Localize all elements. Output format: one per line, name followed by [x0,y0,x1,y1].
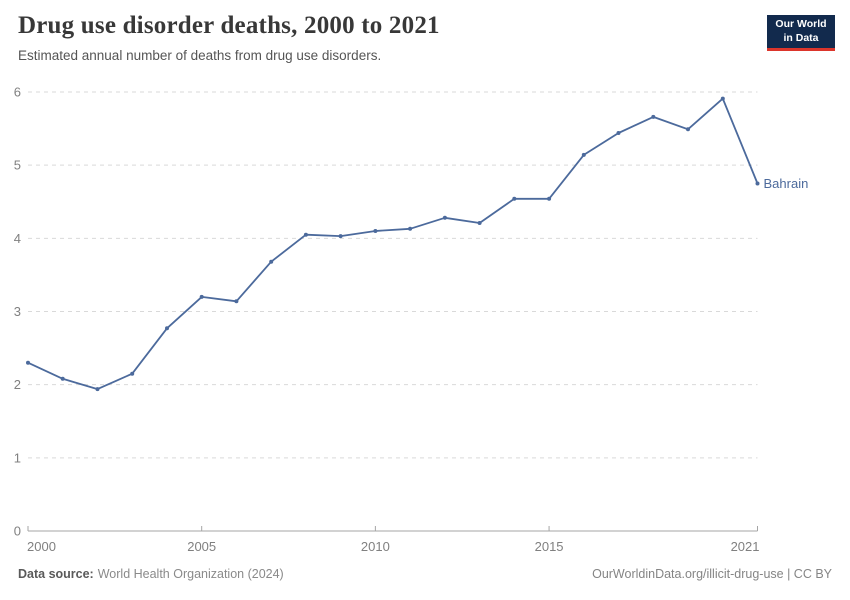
logo-line-1: Our World [775,18,827,31]
logo-line-2: in Data [783,31,819,44]
data-source: Data source: World Health Organization (2… [18,567,284,581]
license-link[interactable]: OurWorldinData.org/illicit-drug-use | CC… [592,567,832,581]
data-point-2007[interactable] [269,259,274,264]
chart-subtitle: Estimated annual number of deaths from d… [18,48,382,63]
data-point-2020[interactable] [720,96,725,101]
x-tick-label-2000: 2000 [27,539,56,554]
y-tick-label-3: 3 [14,304,21,319]
data-point-2016[interactable] [581,152,586,157]
x-tick-label-2015: 2015 [535,539,564,554]
data-source-label: Data source: [18,567,94,581]
page-title: Drug use disorder deaths, 2000 to 2021 [18,12,440,39]
x-tick-label-2010: 2010 [361,539,390,554]
data-point-2018[interactable] [651,114,656,119]
y-tick-label-1: 1 [14,450,21,465]
owid-logo[interactable]: Our World in Data [767,15,835,51]
data-point-2004[interactable] [165,326,169,331]
data-point-2006[interactable] [234,299,239,304]
entity-label-bahrain[interactable]: Bahrain [764,176,809,191]
x-tick-label-2005: 2005 [187,539,216,554]
data-point-2002[interactable] [95,387,100,392]
data-point-2005[interactable] [199,294,204,299]
chart-header: Drug use disorder deaths, 2000 to 2021 E… [18,12,440,63]
y-tick-label-4: 4 [14,231,21,246]
data-point-2017[interactable] [616,131,621,135]
data-point-2019[interactable] [686,127,690,132]
chart-footer: Data source: World Health Organization (2… [18,567,832,581]
data-point-2012[interactable] [442,215,447,220]
data-point-2010[interactable] [373,229,378,233]
y-tick-label-2: 2 [14,377,21,392]
y-tick-label-6: 6 [14,85,21,100]
data-point-2003[interactable] [130,371,135,376]
data-point-2011[interactable] [408,226,413,231]
data-point-2013[interactable] [477,221,482,225]
data-point-2021[interactable] [755,181,760,186]
y-tick-label-5: 5 [14,158,21,173]
x-tick-label-2021: 2021 [731,539,760,554]
data-point-2009[interactable] [338,234,343,239]
series-line-bahrain[interactable] [27,97,759,390]
data-point-2000[interactable] [26,360,30,365]
data-point-2014[interactable] [512,196,517,201]
data-point-2008[interactable] [303,232,308,237]
y-tick-label-0: 0 [14,524,21,539]
data-point-2015[interactable] [547,196,552,201]
data-point-2001[interactable] [60,376,65,381]
data-source-text: World Health Organization (2024) [97,567,284,581]
